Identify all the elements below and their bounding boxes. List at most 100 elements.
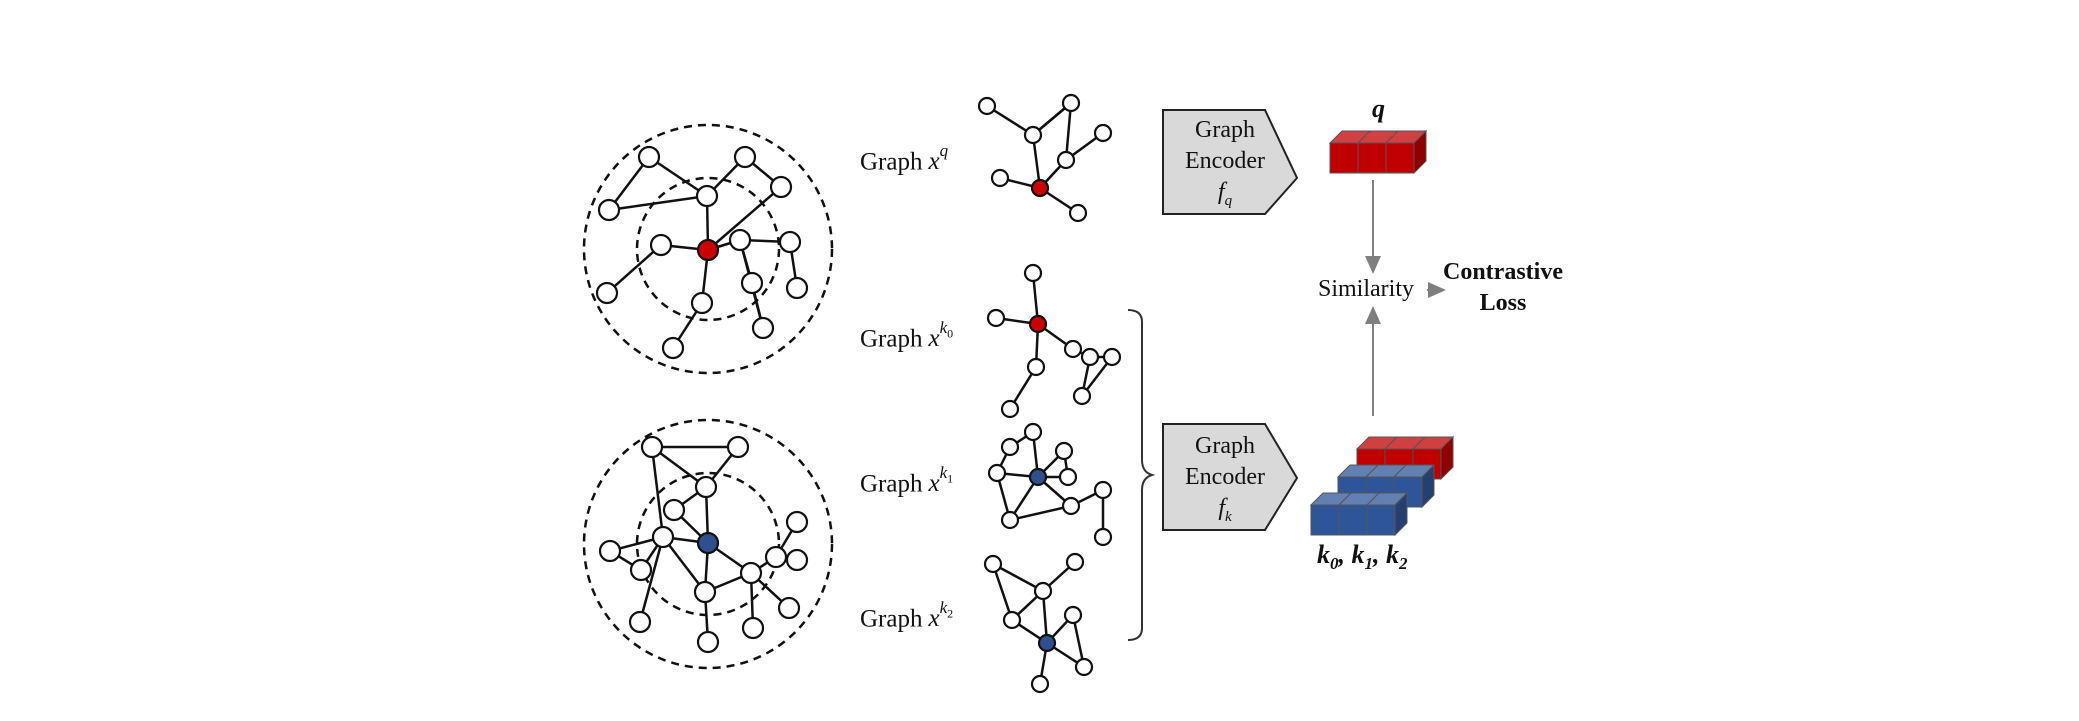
graph-node bbox=[751, 316, 775, 340]
graph-edge bbox=[1064, 102, 1073, 161]
key-vectors-icon bbox=[1309, 435, 1455, 537]
graph-edge bbox=[651, 445, 707, 489]
graph-superscript-index: 0 bbox=[947, 326, 954, 341]
graph-node bbox=[595, 281, 619, 305]
graph-node bbox=[983, 554, 1003, 574]
k0-index: 0 bbox=[1330, 554, 1339, 574]
graph-edge bbox=[648, 155, 708, 198]
graph-node bbox=[1023, 263, 1043, 283]
graph-edge bbox=[662, 536, 706, 593]
block-face bbox=[1310, 504, 1340, 536]
subgraph-xk0 bbox=[986, 263, 1122, 419]
graph-node bbox=[1065, 552, 1085, 572]
separator: , bbox=[1338, 540, 1346, 569]
center-node bbox=[1030, 178, 1050, 198]
encoder-k-line1: Graph bbox=[1195, 433, 1255, 459]
query-ego-network bbox=[582, 123, 834, 375]
graph-node bbox=[1000, 437, 1020, 457]
graph-superscript-base: k bbox=[939, 463, 948, 482]
graph-node bbox=[696, 630, 720, 654]
graph-node bbox=[764, 545, 788, 569]
graph-word: Graph bbox=[860, 470, 923, 498]
graph-node bbox=[1063, 339, 1083, 359]
graph-node bbox=[662, 498, 686, 522]
ego-ring bbox=[635, 471, 781, 617]
graph-superscript: k1 bbox=[939, 463, 954, 485]
loss-line1: Contrastive bbox=[1443, 259, 1563, 285]
graph-edge bbox=[638, 536, 665, 623]
graph-superscript: k0 bbox=[940, 318, 954, 341]
graph-node bbox=[649, 233, 673, 257]
graph-node bbox=[728, 228, 752, 252]
key-ego-network bbox=[582, 418, 834, 670]
encoder-k-line2: Encoder bbox=[1185, 464, 1265, 490]
encoder-q-f: f bbox=[1217, 179, 1225, 205]
encoder-k-f: f bbox=[1218, 495, 1225, 521]
block-face bbox=[1329, 142, 1359, 174]
k1-index: 1 bbox=[1364, 554, 1374, 574]
graph-node bbox=[1093, 527, 1113, 547]
separator: , bbox=[1373, 540, 1380, 569]
graph-node bbox=[693, 580, 717, 604]
block-face bbox=[1385, 142, 1415, 174]
graph-edge bbox=[650, 446, 665, 538]
graph-variable: x bbox=[928, 148, 940, 176]
encoder-k-sub: k bbox=[1225, 508, 1232, 525]
graph-xk1-label: Graph xk1 bbox=[860, 463, 953, 498]
graph-node bbox=[661, 336, 685, 360]
graph-superscript-index: 2 bbox=[947, 606, 954, 621]
key-graphs-brace bbox=[1127, 309, 1156, 641]
encoder-k-function: fk bbox=[1165, 493, 1285, 533]
graph-node bbox=[739, 561, 763, 585]
encoder-k-label: Graph Encoder fk bbox=[1165, 431, 1285, 533]
graph-variable: x bbox=[928, 470, 940, 498]
center-node bbox=[1037, 633, 1057, 653]
graph-node bbox=[1093, 480, 1113, 500]
graph-node bbox=[785, 510, 809, 534]
ego-ring bbox=[582, 123, 834, 375]
subgraph-xk2 bbox=[983, 552, 1094, 694]
k2-index: 2 bbox=[1399, 554, 1408, 574]
graph-node bbox=[726, 435, 750, 459]
encoder-q-sub: q bbox=[1224, 192, 1233, 209]
graph-superscript: q bbox=[939, 141, 949, 160]
graph-word: Graph bbox=[860, 148, 923, 176]
graph-node bbox=[778, 230, 802, 254]
graph-node bbox=[690, 291, 714, 315]
encoder-q-line2: Encoder bbox=[1185, 148, 1265, 174]
encoder-k-shape bbox=[1162, 423, 1299, 531]
graph-node bbox=[640, 435, 664, 459]
query-vector-icon bbox=[1328, 129, 1428, 175]
graph-node bbox=[977, 96, 997, 116]
contrastive-loss-label: Contrastive Loss bbox=[1437, 257, 1569, 319]
encoder-q-shape bbox=[1162, 109, 1299, 215]
graph-edge bbox=[707, 186, 782, 251]
loss-line2: Loss bbox=[1479, 290, 1527, 316]
graph-node bbox=[1058, 467, 1078, 487]
graph-node bbox=[987, 463, 1007, 483]
graph-node bbox=[769, 175, 793, 199]
center-node bbox=[1028, 314, 1048, 334]
center-node bbox=[1028, 467, 1048, 487]
graph-node bbox=[1061, 496, 1081, 516]
graph-node bbox=[651, 525, 675, 549]
graph-node bbox=[1023, 125, 1043, 145]
block-face bbox=[1338, 504, 1368, 536]
graph-node bbox=[1033, 581, 1053, 601]
graph-node bbox=[629, 558, 653, 582]
graph-node bbox=[741, 616, 765, 640]
subgraph-xq bbox=[977, 93, 1113, 223]
ego-ring bbox=[582, 418, 834, 670]
graph-node bbox=[1074, 657, 1094, 677]
graph-node bbox=[1030, 674, 1050, 694]
graph-node bbox=[1056, 150, 1076, 170]
graph-node bbox=[777, 596, 801, 620]
graph-node bbox=[1102, 347, 1122, 367]
encoder-q-label: Graph Encoder fq bbox=[1165, 115, 1285, 217]
graph-xk2-label: Graph xk2 bbox=[860, 598, 954, 633]
block-face bbox=[1366, 504, 1396, 536]
graph-node bbox=[694, 475, 718, 499]
graph-word: Graph bbox=[860, 325, 923, 353]
graph-node bbox=[986, 308, 1006, 328]
